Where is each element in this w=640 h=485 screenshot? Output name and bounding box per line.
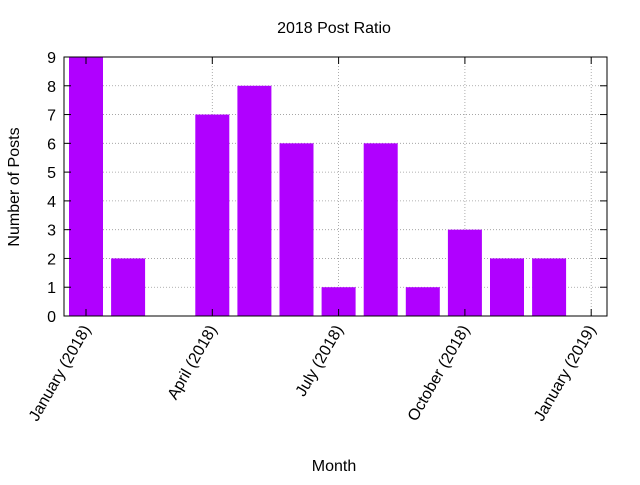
y-tick-label: 6 (47, 136, 56, 153)
bar-2018-08 (363, 143, 398, 316)
y-ticks: 0 1 2 3 4 5 6 7 8 9 (47, 50, 607, 326)
bar-2018-09 (405, 287, 440, 316)
y-tick-label: 9 (47, 50, 56, 67)
bar-2018-10 (447, 229, 482, 316)
x-tick-label: October (2018) (405, 323, 474, 425)
x-tick-label: July (2018) (293, 323, 347, 400)
x-tick-label: April (2018) (165, 323, 221, 403)
chart-title: 2018 Post Ratio (277, 20, 391, 37)
y-tick-label: 8 (47, 79, 56, 96)
bar-2018-02 (111, 258, 146, 316)
bar-2018-06 (279, 143, 314, 316)
y-tick-label: 7 (47, 108, 56, 125)
x-tick-label: January (2019) (531, 323, 600, 425)
bar-2018-11 (490, 258, 524, 316)
bar-2018-04 (195, 114, 230, 316)
gridlines (64, 57, 607, 316)
bar-2018-12 (532, 258, 567, 316)
y-axis-label: Number of Posts (6, 127, 23, 246)
x-tick-label: January (2018) (26, 323, 95, 425)
y-tick-label: 5 (47, 165, 56, 182)
y-tick-label: 1 (47, 280, 56, 297)
y-tick-label: 4 (47, 194, 56, 211)
y-tick-label: 2 (47, 251, 56, 268)
bar-2018-05 (237, 85, 272, 317)
y-tick-label: 3 (47, 223, 56, 240)
plot-frame (63, 56, 608, 317)
x-axis-label: Month (312, 458, 356, 475)
y-tick-label: 0 (47, 309, 56, 326)
bar-2018-01 (69, 57, 103, 316)
bars (69, 57, 567, 317)
